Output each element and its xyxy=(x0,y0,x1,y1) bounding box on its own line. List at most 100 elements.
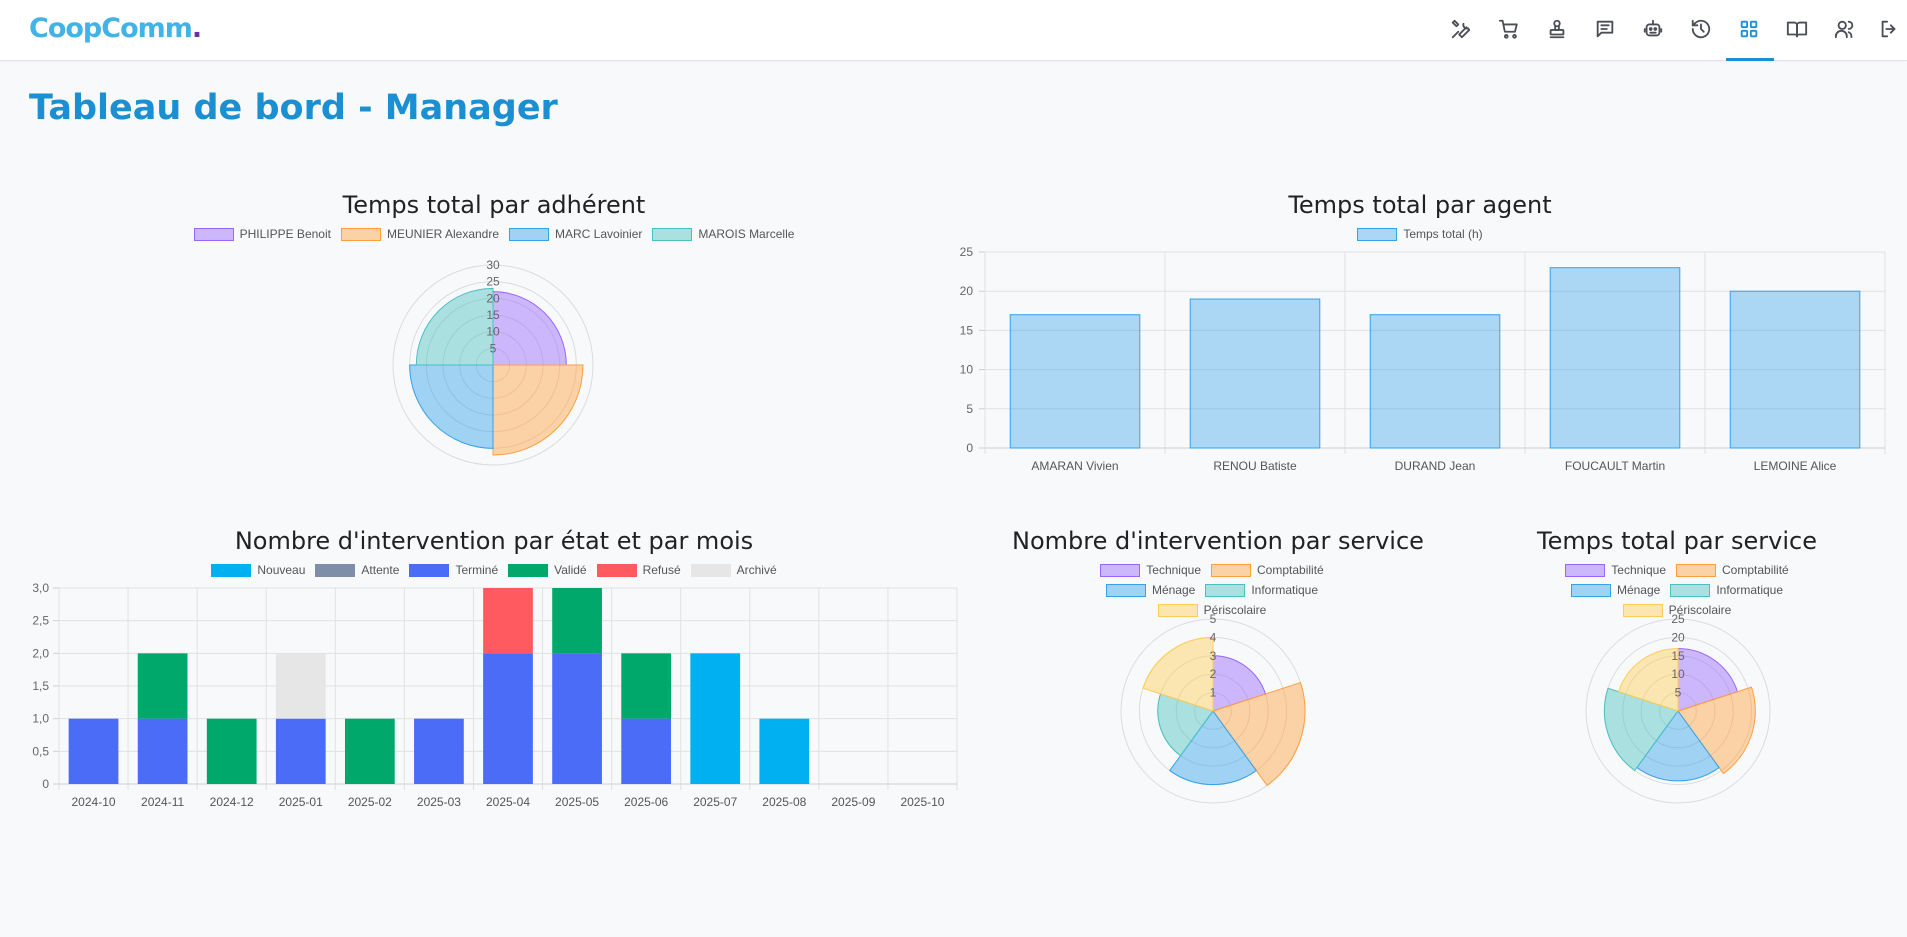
polar-segment[interactable] xyxy=(409,364,494,449)
x-tick-label: 2025-07 xyxy=(693,795,737,809)
legend-label: Informatique xyxy=(1716,583,1784,597)
polar-tick-label: 2 xyxy=(1210,667,1217,681)
chart-title-adherent: Temps total par adhérent xyxy=(342,191,646,219)
legend-swatch xyxy=(508,563,549,577)
users-icon[interactable] xyxy=(1830,14,1860,44)
x-tick-label: 2025-05 xyxy=(555,795,599,809)
bar[interactable] xyxy=(621,653,672,719)
polar-segment[interactable] xyxy=(492,291,567,366)
chart-title-temps-service: Temps total par service xyxy=(1536,527,1817,555)
legend-swatch xyxy=(340,227,381,241)
book-icon[interactable] xyxy=(1782,14,1812,44)
legend-item[interactable]: Périscolaire xyxy=(1622,603,1731,617)
logout-icon[interactable] xyxy=(1874,14,1904,44)
x-tick-label: 2025-06 xyxy=(624,795,668,809)
polar-segment[interactable] xyxy=(1636,710,1720,782)
bar[interactable] xyxy=(483,588,533,654)
legend-swatch xyxy=(1670,583,1711,597)
robot-icon[interactable] xyxy=(1638,14,1668,44)
legend-label: Technique xyxy=(1611,563,1666,577)
y-tick-label: 0 xyxy=(966,441,973,455)
polar-segment[interactable] xyxy=(1157,693,1214,757)
legend-swatch xyxy=(1211,563,1251,577)
legend-swatch xyxy=(652,227,693,241)
legend-item[interactable]: Refusé xyxy=(596,563,681,577)
legend-item[interactable]: Technique xyxy=(1100,563,1201,577)
bar[interactable] xyxy=(414,718,464,784)
legend-item[interactable]: MARC Lavoinier xyxy=(509,227,642,241)
bar[interactable] xyxy=(344,718,395,784)
bar[interactable] xyxy=(1369,314,1501,449)
legend-item[interactable]: Nouveau xyxy=(211,563,305,577)
polar-tick-label: 15 xyxy=(1671,649,1685,663)
top-navbar: CoopComm. xyxy=(0,0,1907,61)
legend-swatch xyxy=(193,227,234,241)
bar[interactable] xyxy=(275,718,326,784)
bar[interactable] xyxy=(275,653,326,719)
legend-item[interactable]: PHILIPPE Benoit xyxy=(193,227,331,241)
bar[interactable] xyxy=(1729,290,1861,449)
x-tick-label: 2025-04 xyxy=(486,795,530,809)
legend-item[interactable]: MAROIS Marcelle xyxy=(652,227,794,241)
polar-segment[interactable] xyxy=(1603,687,1679,772)
bar[interactable] xyxy=(137,718,188,784)
polar-segment[interactable] xyxy=(415,287,494,366)
legend-item[interactable]: Temps total (h) xyxy=(1357,227,1483,241)
polar-segment[interactable] xyxy=(492,364,584,456)
bar[interactable] xyxy=(552,653,602,784)
x-tick-label: 2025-03 xyxy=(417,795,461,809)
polar-segment[interactable] xyxy=(1677,647,1739,712)
polar-segment[interactable] xyxy=(1212,655,1267,712)
legend-item[interactable]: Ménage xyxy=(1105,583,1195,597)
polar-segment[interactable] xyxy=(1142,636,1214,712)
legend-item[interactable]: Informatique xyxy=(1670,583,1783,597)
legend-item[interactable]: Attente xyxy=(315,563,399,577)
message-icon[interactable] xyxy=(1590,14,1620,44)
legend-swatch xyxy=(1105,583,1146,597)
bar[interactable] xyxy=(1549,267,1681,449)
polar-segment[interactable] xyxy=(1169,710,1257,786)
bar[interactable] xyxy=(1009,314,1141,449)
x-tick-label: 2025-08 xyxy=(762,795,806,809)
legend-swatch xyxy=(211,563,252,577)
bar[interactable] xyxy=(68,718,119,784)
polar-segment[interactable] xyxy=(1677,686,1756,775)
legend-item[interactable]: Comptabilité xyxy=(1676,563,1789,577)
legend-item[interactable]: Périscolaire xyxy=(1157,603,1266,617)
legend-item[interactable]: MEUNIER Alexandre xyxy=(340,227,499,241)
bar[interactable] xyxy=(690,653,741,784)
legend-item[interactable]: Technique xyxy=(1565,563,1666,577)
bar[interactable] xyxy=(621,718,672,784)
bar[interactable] xyxy=(1189,298,1321,449)
legend-item[interactable]: Validé xyxy=(508,563,587,577)
bar[interactable] xyxy=(137,653,188,719)
cart-icon[interactable] xyxy=(1494,14,1524,44)
bar[interactable] xyxy=(206,718,257,784)
legend-swatch xyxy=(509,227,550,241)
history-icon[interactable] xyxy=(1686,14,1716,44)
legend-item[interactable]: Archivé xyxy=(690,563,777,577)
dashboard-icon[interactable] xyxy=(1734,14,1764,44)
tools-icon[interactable] xyxy=(1446,14,1476,44)
polar-segment[interactable] xyxy=(1212,681,1306,787)
legend-item[interactable]: Ménage xyxy=(1570,583,1660,597)
bar[interactable] xyxy=(483,653,533,784)
legend-item[interactable]: Comptabilité xyxy=(1211,563,1324,577)
legend-agent: Temps total (h) xyxy=(1020,227,1820,241)
app-logo[interactable]: CoopComm. xyxy=(29,13,202,44)
y-tick-label: 10 xyxy=(960,363,974,377)
legend-swatch xyxy=(1565,563,1606,577)
polar-segment[interactable] xyxy=(1617,647,1679,712)
legend-item[interactable]: Terminé xyxy=(409,563,498,577)
x-tick-label: LEMOINE Alice xyxy=(1754,459,1837,473)
polar-tick-label: 1 xyxy=(1210,686,1217,700)
bar[interactable] xyxy=(759,718,810,784)
legend-item[interactable]: Informatique xyxy=(1205,583,1318,597)
stamp-icon[interactable] xyxy=(1542,14,1572,44)
polar-tick-label: 25 xyxy=(1671,612,1685,626)
legend-swatch xyxy=(1157,603,1198,617)
bar[interactable] xyxy=(552,588,602,654)
legend-swatch xyxy=(690,563,731,577)
